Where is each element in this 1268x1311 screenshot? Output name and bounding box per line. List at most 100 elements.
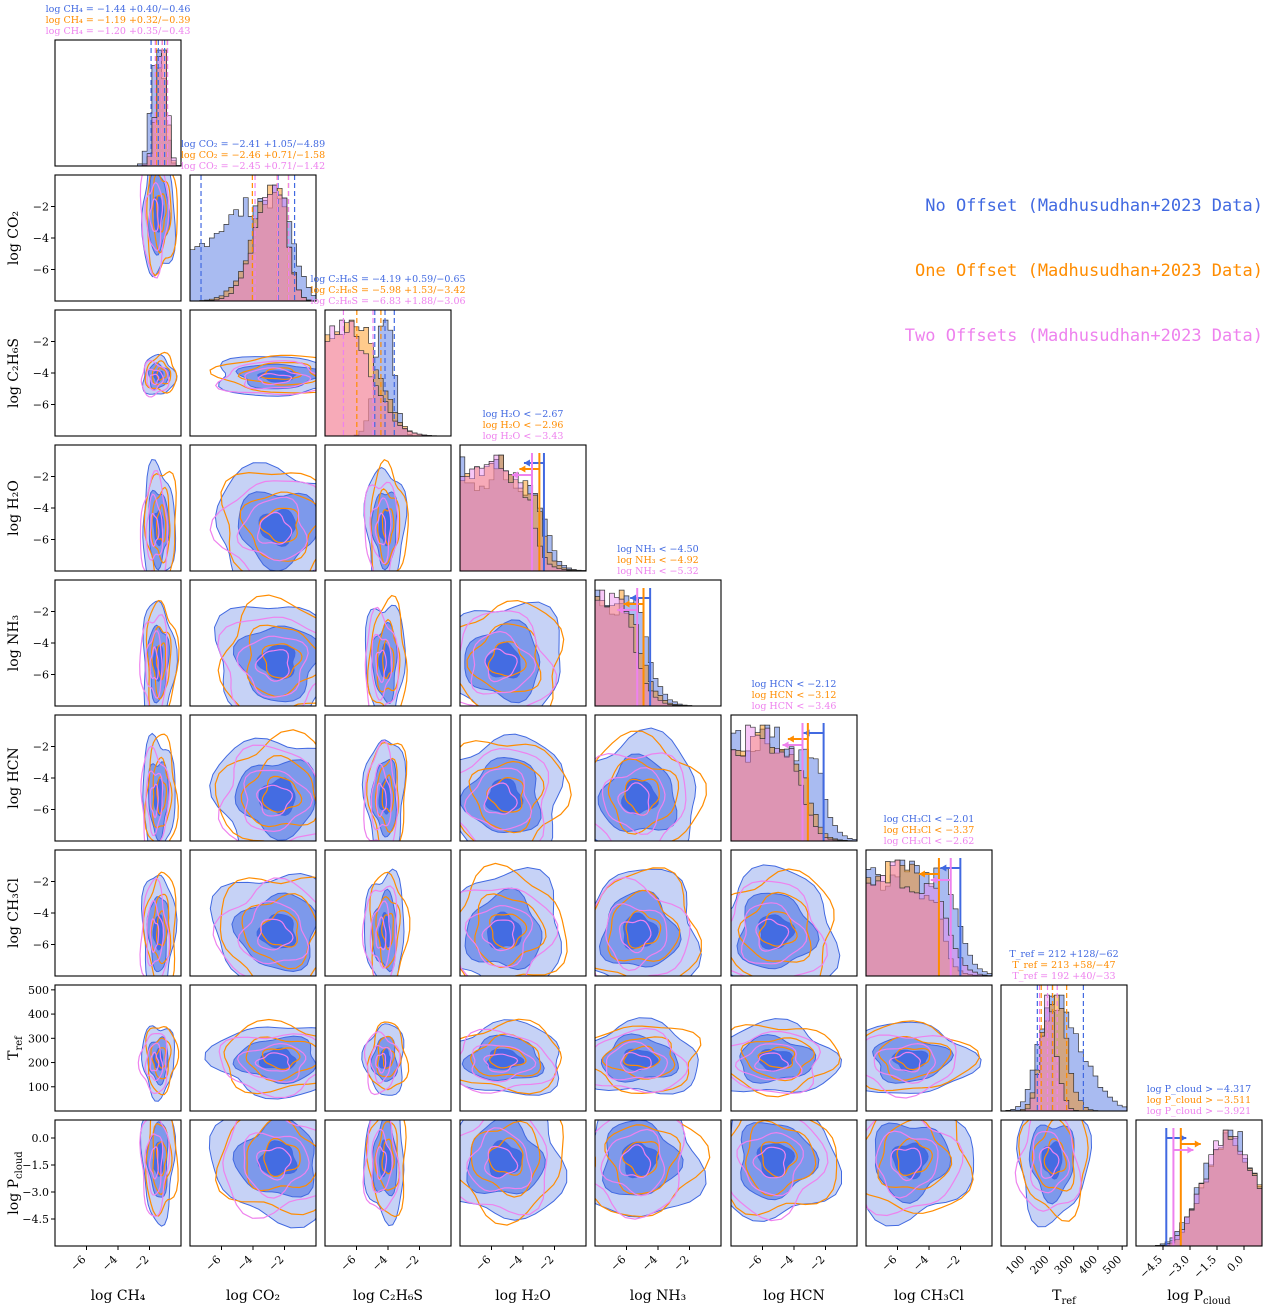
contour-two-offsets bbox=[460, 610, 558, 706]
posterior-summary-c2h6s: log C₂H₆S = −5.98 +1.53/−3.42 bbox=[310, 285, 465, 296]
contour-one-offset bbox=[731, 1120, 838, 1216]
posterior-summary-h2o: log H₂O < −2.96 bbox=[483, 420, 564, 431]
contour-two-offsets bbox=[369, 497, 392, 565]
contour-two-offsets bbox=[471, 1044, 537, 1083]
histogram-pcloud-two-offsets bbox=[1136, 1129, 1262, 1246]
panel-frame bbox=[324, 579, 452, 707]
y-axis-label-ch3cl: log CH₃Cl bbox=[6, 877, 22, 948]
contour-one-offset bbox=[245, 1036, 316, 1082]
contour-two-offsets bbox=[140, 359, 170, 398]
contour-one-offset bbox=[731, 1024, 841, 1098]
contour-two-offsets bbox=[595, 1120, 686, 1220]
contour-two-offsets bbox=[600, 1128, 666, 1197]
contour-one-offset bbox=[1031, 1120, 1075, 1192]
contour-two-offsets bbox=[375, 1052, 387, 1074]
panel-hcn-tref bbox=[730, 984, 858, 1112]
y-axis-label-co2: log CO₂ bbox=[6, 211, 22, 265]
y-axis-label-c2h6s: log C₂H₆S bbox=[6, 338, 22, 408]
contour-one-offset bbox=[376, 1035, 402, 1078]
panel-ch4-ch4 bbox=[54, 39, 182, 167]
x-tick-label: −2 bbox=[131, 1253, 152, 1274]
panel-hcn-ch3cl bbox=[730, 849, 858, 977]
contour-one-offset bbox=[151, 360, 172, 386]
panel-frame bbox=[324, 714, 452, 842]
posterior-summary-tref: T_ref = 213 +58/−47 bbox=[1012, 960, 1115, 971]
contour-two-offsets bbox=[875, 1130, 939, 1199]
histogram-ch3cl-two-offsets bbox=[866, 859, 992, 976]
contour-two-offsets bbox=[601, 767, 666, 835]
panel-hcn-pcloud bbox=[730, 1119, 858, 1247]
contour-two-offsets bbox=[140, 745, 171, 841]
contour-one-offset bbox=[489, 913, 528, 950]
posterior-summary-nh3: log NH₃ < −4.92 bbox=[617, 555, 698, 566]
contour-two-offsets bbox=[146, 900, 165, 967]
contour-one-offset bbox=[369, 458, 409, 571]
contour-one-offset bbox=[145, 599, 180, 706]
contour-two-offsets bbox=[617, 782, 650, 816]
limit-arrowhead bbox=[787, 735, 794, 743]
panel-frame bbox=[189, 174, 317, 302]
contour-two-offsets bbox=[460, 747, 550, 841]
contour-two-offsets bbox=[139, 175, 170, 279]
contour-two-offsets bbox=[139, 614, 168, 706]
panel-frame bbox=[189, 984, 317, 1112]
panel-h2o-ch3cl bbox=[459, 849, 587, 977]
contour-no-offset bbox=[378, 642, 391, 679]
contour-one-offset bbox=[460, 1018, 563, 1095]
contour-two-offsets bbox=[466, 1127, 533, 1192]
contour-two-offsets bbox=[483, 782, 518, 815]
panel-frame bbox=[459, 714, 587, 842]
contour-two-offsets bbox=[1038, 1146, 1060, 1179]
histogram-tref-two-offsets bbox=[1001, 994, 1127, 1111]
x-axis-label-pcloud: log Pcloud bbox=[1167, 1288, 1231, 1307]
contour-one-offset bbox=[366, 1021, 410, 1091]
contour-two-offsets bbox=[375, 649, 387, 684]
contour-two-offsets bbox=[734, 1043, 803, 1081]
limit-arrowhead bbox=[523, 459, 530, 467]
x-tick-label: −6 bbox=[879, 1253, 900, 1274]
contour-two-offsets bbox=[149, 373, 160, 386]
contour-one-offset bbox=[1043, 1138, 1068, 1175]
y-tick-label: −1.5 bbox=[22, 1159, 49, 1172]
panel-ch3cl-pcloud bbox=[865, 1119, 993, 1247]
histogram-ch4-no-offset bbox=[55, 49, 181, 166]
y-tick-label: 400 bbox=[28, 1008, 49, 1021]
contour-one-offset bbox=[145, 1120, 179, 1217]
contour-two-offsets bbox=[595, 1027, 689, 1094]
panel-frame bbox=[324, 309, 452, 437]
contour-two-offsets bbox=[595, 876, 691, 976]
panel-co2-hcn bbox=[189, 714, 317, 842]
contour-two-offsets bbox=[370, 763, 392, 831]
x-axis-label-nh3: log NH₃ bbox=[630, 1288, 686, 1304]
contour-no-offset bbox=[485, 641, 521, 679]
contour-two-offsets bbox=[243, 769, 314, 833]
y-tick-label: 200 bbox=[28, 1057, 49, 1070]
y-tick-label: −6 bbox=[33, 939, 49, 952]
limit-arrowhead bbox=[623, 600, 630, 608]
y-tick-label: −4 bbox=[33, 772, 49, 785]
posterior-summary-nh3: log NH₃ < −5.32 bbox=[617, 566, 698, 577]
contour-two-offsets bbox=[753, 1052, 790, 1072]
y-tick-label: −4 bbox=[33, 907, 49, 920]
panel-ch4-nh3 bbox=[54, 579, 182, 707]
contour-two-offsets bbox=[736, 1131, 804, 1197]
contour-two-offsets bbox=[605, 903, 668, 972]
panel-frame bbox=[189, 309, 317, 437]
limit-arrowhead bbox=[930, 876, 937, 884]
y-tick-label: −4 bbox=[33, 502, 49, 515]
limit-arrowhead bbox=[940, 864, 947, 872]
panel-frame bbox=[594, 849, 722, 977]
contour-two-offsets bbox=[731, 1030, 822, 1095]
contour-two-offsets bbox=[148, 198, 159, 232]
legend-entry-no-offset: No Offset (Madhusudhan+2023 Data) bbox=[925, 196, 1263, 216]
y-axis-label-h2o: log H₂O bbox=[6, 480, 22, 536]
panel-co2-ch3cl bbox=[189, 849, 317, 977]
contour-one-offset bbox=[214, 1120, 316, 1216]
contour-two-offsets bbox=[866, 1034, 957, 1099]
panel-frame bbox=[730, 849, 858, 977]
panel-h2o-h2o bbox=[459, 444, 587, 572]
contour-two-offsets bbox=[363, 739, 399, 841]
panel-frame bbox=[459, 849, 587, 977]
contour-two-offsets bbox=[243, 1132, 310, 1199]
contour-two-offsets bbox=[363, 481, 399, 571]
